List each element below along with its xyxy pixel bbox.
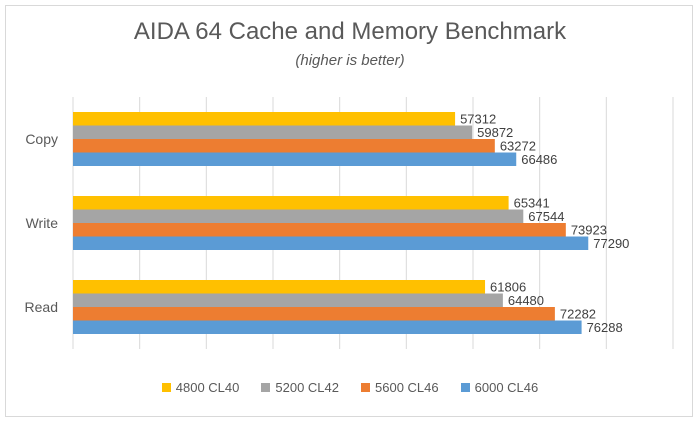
bar-copy-1 [73,125,473,139]
legend-item: 4800 CL40 [161,380,240,395]
legend-label: 5200 CL42 [275,380,339,395]
bar-write-3 [73,236,589,250]
bar-read-2 [73,307,555,321]
category-label-read: Read [25,299,58,315]
data-label: 64480 [508,293,544,308]
data-label: 65341 [514,195,550,210]
data-label: 61806 [490,279,526,294]
bar-write-2 [73,223,566,237]
bar-write-0 [73,196,509,210]
category-label-copy: Copy [25,131,58,147]
data-label: 66486 [521,152,557,167]
data-label: 67544 [528,209,564,224]
bar-read-3 [73,320,582,334]
bar-copy-2 [73,139,495,153]
data-label: 77290 [593,236,629,251]
legend-swatch [460,383,470,392]
data-label: 76288 [587,320,623,335]
legend-item: 5600 CL46 [361,380,439,395]
chart-legend: 4800 CL40 5200 CL42 5600 CL46 6000 CL46 [0,380,700,395]
data-label: 72282 [560,306,596,321]
legend-swatch [361,383,370,392]
data-label: 63272 [500,138,536,153]
bar-copy-0 [73,112,456,126]
data-label: 57312 [460,111,496,126]
legend-item: 5200 CL42 [261,380,339,395]
chart-title: AIDA 64 Cache and Memory Benchmark [133,18,567,45]
legend-label: 4800 CL40 [175,380,240,395]
legend-label: 5600 CL46 [375,380,439,395]
bar-read-0 [73,280,486,294]
data-label: 59872 [477,125,513,140]
bar-write-1 [73,209,524,223]
legend-swatch [161,383,171,392]
data-label: 73923 [571,222,607,237]
bar-copy-3 [73,152,517,166]
chart-subtitle: (higher is better) [295,52,405,69]
bar-read-1 [73,293,503,307]
legend-swatch [261,383,271,392]
legend-item: 6000 CL46 [460,380,539,395]
category-label-write: Write [26,215,59,231]
legend-label: 6000 CL46 [474,380,539,395]
